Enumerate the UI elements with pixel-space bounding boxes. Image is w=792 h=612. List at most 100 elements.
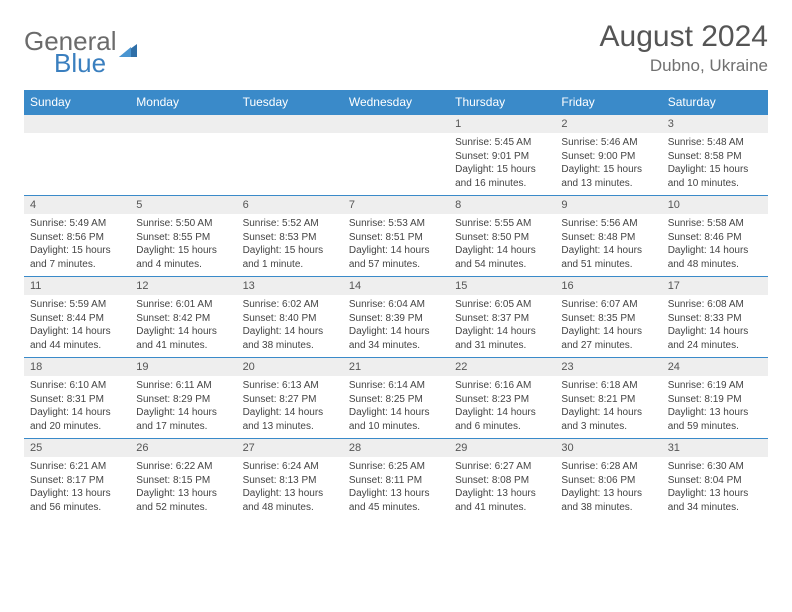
day-cell: 14Sunrise: 6:04 AMSunset: 8:39 PMDayligh…: [343, 277, 449, 358]
day-cell: [130, 115, 236, 196]
sunrise-line: Sunrise: 6:02 AM: [243, 299, 319, 310]
sunrise-line: Sunrise: 6:14 AM: [349, 380, 425, 391]
dow-tue: Tuesday: [237, 90, 343, 115]
week-row: 25Sunrise: 6:21 AMSunset: 8:17 PMDayligh…: [24, 439, 768, 520]
week-row: 1Sunrise: 5:45 AMSunset: 9:01 PMDaylight…: [24, 115, 768, 196]
day-details: Sunrise: 6:30 AMSunset: 8:04 PMDaylight:…: [662, 457, 768, 519]
daylight-line: Daylight: 13 hours and 41 minutes.: [455, 488, 536, 513]
sunrise-line: Sunrise: 5:56 AM: [561, 218, 637, 229]
sunset-line: Sunset: 8:29 PM: [136, 394, 210, 405]
daylight-line: Daylight: 14 hours and 6 minutes.: [455, 407, 536, 432]
daylight-line: Daylight: 13 hours and 52 minutes.: [136, 488, 217, 513]
sunset-line: Sunset: 8:58 PM: [668, 151, 742, 162]
day-number: [237, 115, 343, 133]
daylight-line: Daylight: 14 hours and 51 minutes.: [561, 245, 642, 270]
day-cell: 18Sunrise: 6:10 AMSunset: 8:31 PMDayligh…: [24, 358, 130, 439]
day-cell: 16Sunrise: 6:07 AMSunset: 8:35 PMDayligh…: [555, 277, 661, 358]
day-number: 31: [662, 439, 768, 457]
day-number: 13: [237, 277, 343, 295]
day-details: Sunrise: 5:45 AM Sunset: 9:01 PM Daylight:…: [449, 133, 555, 195]
day-cell: 7Sunrise: 5:53 AMSunset: 8:51 PMDaylight…: [343, 196, 449, 277]
day-cell: [343, 115, 449, 196]
day-details: Sunrise: 5:55 AM Sunset: 8:50 PM Daylight:…: [449, 214, 555, 276]
sunrise-line: Sunrise: 6:10 AM: [30, 380, 106, 391]
sunset-line: Sunset: 8:11 PM: [349, 475, 422, 486]
day-details: Sunrise: 6:21 AM Sunset: 8:17 PM Daylight:…: [24, 457, 130, 519]
day-number: 15: [449, 277, 555, 295]
day-cell: 11Sunrise: 5:59 AMSunset: 8:44 PMDayligh…: [24, 277, 130, 358]
day-number: 3: [662, 115, 768, 133]
daylight-line: Daylight: 13 hours and 56 minutes.: [30, 488, 111, 513]
sunrise-line: Sunrise: 5:45 AM: [455, 137, 531, 148]
sunset-line: Sunset: 8:13 PM: [243, 475, 317, 486]
sunrise-line: Sunrise: 6:07 AM: [561, 299, 637, 310]
day-details: Sunrise: 5:58 AMSunset: 8:46 PMDaylight:…: [662, 214, 768, 276]
daylight-line: Daylight: 14 hours and 24 minutes.: [668, 326, 749, 351]
sunset-line: Sunset: 8:31 PM: [30, 394, 104, 405]
sunrise-line: Sunrise: 6:25 AM: [349, 461, 425, 472]
day-number: 22: [449, 358, 555, 376]
day-number: 4: [24, 196, 130, 214]
day-number: 17: [662, 277, 768, 295]
day-number: 11: [24, 277, 130, 295]
sunset-line: Sunset: 8:08 PM: [455, 475, 529, 486]
sunrise-line: Sunrise: 5:55 AM: [455, 218, 531, 229]
week-row: 18Sunrise: 6:10 AMSunset: 8:31 PMDayligh…: [24, 358, 768, 439]
day-details: Sunrise: 6:19 AMSunset: 8:19 PMDaylight:…: [662, 376, 768, 438]
sunrise-line: Sunrise: 6:13 AM: [243, 380, 319, 391]
daylight-line: Daylight: 14 hours and 20 minutes.: [30, 407, 111, 432]
day-number: 20: [237, 358, 343, 376]
sunset-line: Sunset: 8:50 PM: [455, 232, 529, 243]
day-cell: 12Sunrise: 6:01 AMSunset: 8:42 PMDayligh…: [130, 277, 236, 358]
day-cell: 4Sunrise: 5:49 AMSunset: 8:56 PMDaylight…: [24, 196, 130, 277]
day-cell: 17 Sunrise: 6:08 AM Sunset: 8:33 PM Dayligh…: [662, 277, 768, 358]
daylight-line: Daylight: 14 hours and 27 minutes.: [561, 326, 642, 351]
day-cell: 9Sunrise: 5:56 AMSunset: 8:48 PMDaylight…: [555, 196, 661, 277]
daylight-line: Daylight: 14 hours and 48 minutes.: [668, 245, 749, 270]
sunrise-line: Sunrise: 6:16 AM: [455, 380, 531, 391]
day-details: Sunrise: 6:18 AMSunset: 8:21 PMDaylight:…: [555, 376, 661, 438]
day-details: Sunrise: 5:53 AMSunset: 8:51 PMDaylight:…: [343, 214, 449, 276]
day-number: 6: [237, 196, 343, 214]
sunset-line: Sunset: 8:39 PM: [349, 313, 423, 324]
day-details: Sunrise: 6:01 AMSunset: 8:42 PMDaylight:…: [130, 295, 236, 357]
day-cell: 28Sunrise: 6:25 AMSunset: 8:11 PMDayligh…: [343, 439, 449, 520]
day-cell: [237, 115, 343, 196]
calendar-grid: Sunday Monday Tuesday Wednesday Thursday…: [24, 90, 768, 519]
daylight-line: Daylight: 14 hours and 54 minutes.: [455, 245, 536, 270]
daylight-line: Daylight: 13 hours and 45 minutes.: [349, 488, 430, 513]
dow-sun: Sunday: [24, 90, 130, 115]
day-number: 30: [555, 439, 661, 457]
day-details: Sunrise: 6:05 AMSunset: 8:37 PMDaylight:…: [449, 295, 555, 357]
sunrise-line: Sunrise: 6:08 AM: [668, 299, 744, 310]
day-details: Sunrise: 6:08 AM Sunset: 8:33 PM Daylight:…: [662, 295, 768, 357]
sunset-line: Sunset: 8:37 PM: [455, 313, 529, 324]
brand-sail-icon: [119, 34, 141, 50]
sunset-line: Sunset: 8:33 PM: [668, 313, 742, 324]
day-cell: 25Sunrise: 6:21 AMSunset: 8:17 PMDayligh…: [24, 439, 130, 520]
sunrise-line: Sunrise: 6:21 AM: [30, 461, 106, 472]
day-cell: 26Sunrise: 6:22 AMSunset: 8:15 PMDayligh…: [130, 439, 236, 520]
daylight-line: Daylight: 14 hours and 38 minutes.: [243, 326, 324, 351]
daylight-line: Daylight: 14 hours and 17 minutes.: [136, 407, 217, 432]
day-details: Sunrise: 6:11 AM Sunset: 8:29 PM Daylight:…: [130, 376, 236, 438]
sunset-line: Sunset: 9:01 PM: [455, 151, 529, 162]
sunset-line: Sunset: 8:53 PM: [243, 232, 317, 243]
dow-fri: Friday: [555, 90, 661, 115]
sunset-line: Sunset: 8:56 PM: [30, 232, 104, 243]
sunset-line: Sunset: 8:17 PM: [30, 475, 104, 486]
sunset-line: Sunset: 8:15 PM: [136, 475, 210, 486]
sunrise-line: Sunrise: 6:19 AM: [668, 380, 744, 391]
daylight-line: Daylight: 15 hours and 16 minutes.: [455, 164, 536, 189]
sunrise-line: Sunrise: 6:11 AM: [136, 380, 211, 391]
day-details: [237, 133, 343, 189]
dow-wed: Wednesday: [343, 90, 449, 115]
sunrise-line: Sunrise: 5:59 AM: [30, 299, 106, 310]
sunset-line: Sunset: 8:21 PM: [561, 394, 635, 405]
day-cell: 22Sunrise: 6:16 AMSunset: 8:23 PMDayligh…: [449, 358, 555, 439]
sunrise-line: Sunrise: 6:18 AM: [561, 380, 637, 391]
day-details: Sunrise: 6:24 AMSunset: 8:13 PMDaylight:…: [237, 457, 343, 519]
day-cell: 23Sunrise: 6:18 AMSunset: 8:21 PMDayligh…: [555, 358, 661, 439]
day-number: 21: [343, 358, 449, 376]
day-details: Sunrise: 5:59 AMSunset: 8:44 PMDaylight:…: [24, 295, 130, 357]
